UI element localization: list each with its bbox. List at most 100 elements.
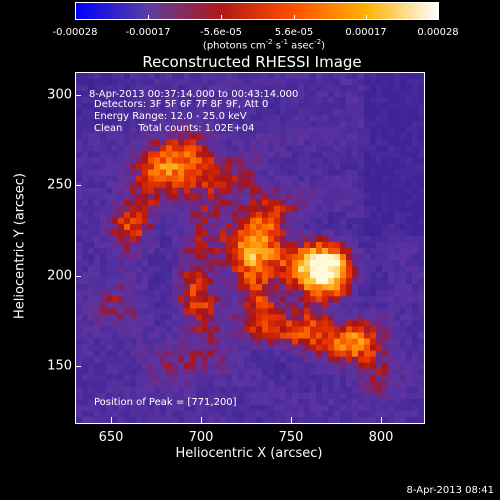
heatmap-cell bbox=[106, 416, 113, 423]
heatmap-cell bbox=[274, 235, 281, 243]
heatmap-cell bbox=[298, 193, 305, 201]
heatmap-cell bbox=[316, 278, 323, 285]
heatmap-cell bbox=[412, 133, 419, 140]
heatmap-cell bbox=[220, 205, 227, 213]
heatmap-cell bbox=[88, 404, 95, 412]
heatmap-cell bbox=[370, 91, 377, 98]
heatmap-cell bbox=[364, 73, 371, 80]
heatmap-cell bbox=[124, 302, 131, 309]
heatmap-cell bbox=[154, 398, 161, 406]
heatmap-cell bbox=[118, 416, 125, 423]
heatmap-cell bbox=[88, 151, 95, 159]
heatmap-cell bbox=[310, 169, 317, 177]
heatmap-cell bbox=[280, 314, 287, 322]
heatmap-cell bbox=[334, 205, 341, 213]
heatmap-cell bbox=[220, 320, 227, 328]
heatmap-cell bbox=[148, 115, 155, 122]
heatmap-cell bbox=[220, 284, 227, 291]
heatmap-cell bbox=[220, 73, 227, 80]
heatmap-cell bbox=[334, 97, 341, 104]
heatmap-cell bbox=[208, 296, 215, 303]
heatmap-cell bbox=[394, 205, 401, 213]
heatmap-cell bbox=[154, 416, 161, 423]
heatmap-cell bbox=[106, 272, 113, 279]
heatmap-cell bbox=[340, 260, 347, 267]
heatmap-cell bbox=[208, 157, 215, 165]
heatmap-cell bbox=[364, 410, 371, 418]
heatmap-cell bbox=[184, 121, 191, 128]
heatmap-cell bbox=[208, 284, 215, 291]
heatmap-cell bbox=[88, 85, 95, 92]
heatmap-cell bbox=[214, 241, 221, 249]
heatmap-cell bbox=[364, 121, 371, 128]
heatmap-cell bbox=[376, 362, 383, 370]
heatmap-cell bbox=[190, 175, 197, 183]
heatmap-cell bbox=[238, 73, 245, 80]
heatmap-cell bbox=[418, 410, 424, 418]
heatmap-cell bbox=[190, 193, 197, 201]
heatmap-cell bbox=[370, 308, 377, 315]
heatmap-cell bbox=[352, 260, 359, 267]
heatmap-cell bbox=[94, 229, 101, 237]
heatmap-cell bbox=[316, 181, 323, 189]
heatmap-cell bbox=[244, 235, 251, 243]
heatmap-cell bbox=[298, 314, 305, 322]
heatmap-cell bbox=[154, 254, 161, 261]
heatmap-cell bbox=[160, 91, 167, 98]
heatmap-cell bbox=[376, 235, 383, 243]
heatmap-cell bbox=[256, 229, 263, 237]
heatmap-cell bbox=[388, 404, 395, 412]
heatmap-cell bbox=[364, 229, 371, 237]
heatmap-cell bbox=[256, 73, 263, 80]
heatmap-cell bbox=[106, 133, 113, 140]
heatmap-cell bbox=[328, 368, 335, 376]
heatmap-cell bbox=[250, 121, 257, 128]
heatmap-cell bbox=[304, 229, 311, 237]
heatmap-cell bbox=[214, 217, 221, 225]
heatmap-cell bbox=[184, 229, 191, 237]
heatmap-cell bbox=[178, 254, 185, 261]
heatmap-cell bbox=[280, 181, 287, 189]
heatmap-cell bbox=[244, 392, 251, 400]
heatmap-cell bbox=[178, 404, 185, 412]
heatmap-cell bbox=[238, 278, 245, 285]
heatmap-cell bbox=[112, 410, 119, 418]
heatmap-cell bbox=[382, 157, 389, 165]
heatmap-cell bbox=[268, 235, 275, 243]
heatmap-cell bbox=[136, 296, 143, 303]
heatmap-cell bbox=[388, 320, 395, 328]
heatmap-cell bbox=[388, 97, 395, 104]
heatmap-cell bbox=[304, 217, 311, 225]
heatmap-cell bbox=[412, 392, 419, 400]
heatmap-cell bbox=[382, 211, 389, 219]
heatmap-cell bbox=[76, 356, 83, 364]
heatmap-cell bbox=[370, 374, 377, 382]
heatmap-cell bbox=[94, 121, 101, 128]
heatmap-cell bbox=[124, 127, 131, 134]
heatmap-cell bbox=[394, 374, 401, 382]
heatmap-cell bbox=[400, 278, 407, 285]
heatmap-cell bbox=[292, 380, 299, 388]
heatmap-cell bbox=[310, 374, 317, 382]
heatmap-cell bbox=[388, 332, 395, 340]
heatmap-cell bbox=[226, 205, 233, 213]
heatmap-cell bbox=[322, 121, 329, 128]
heatmap-cell bbox=[238, 169, 245, 177]
x-tick-mark bbox=[201, 417, 202, 423]
heatmap-cell bbox=[334, 368, 341, 376]
heatmap-cell bbox=[76, 229, 83, 237]
heatmap-cell bbox=[202, 248, 209, 255]
heatmap-cell bbox=[100, 229, 107, 237]
heatmap-cell bbox=[316, 248, 323, 255]
heatmap-cell bbox=[418, 332, 424, 340]
heatmap-cell bbox=[412, 404, 419, 412]
heatmap-cell bbox=[292, 314, 299, 322]
heatmap-cell bbox=[256, 344, 263, 352]
heatmap-cell bbox=[340, 85, 347, 92]
heatmap-cell bbox=[220, 362, 227, 370]
heatmap-cell bbox=[118, 338, 125, 346]
heatmap-cell bbox=[412, 205, 419, 213]
heatmap-cell bbox=[130, 193, 137, 201]
heatmap-cell bbox=[376, 260, 383, 267]
heatmap-cell bbox=[196, 181, 203, 189]
